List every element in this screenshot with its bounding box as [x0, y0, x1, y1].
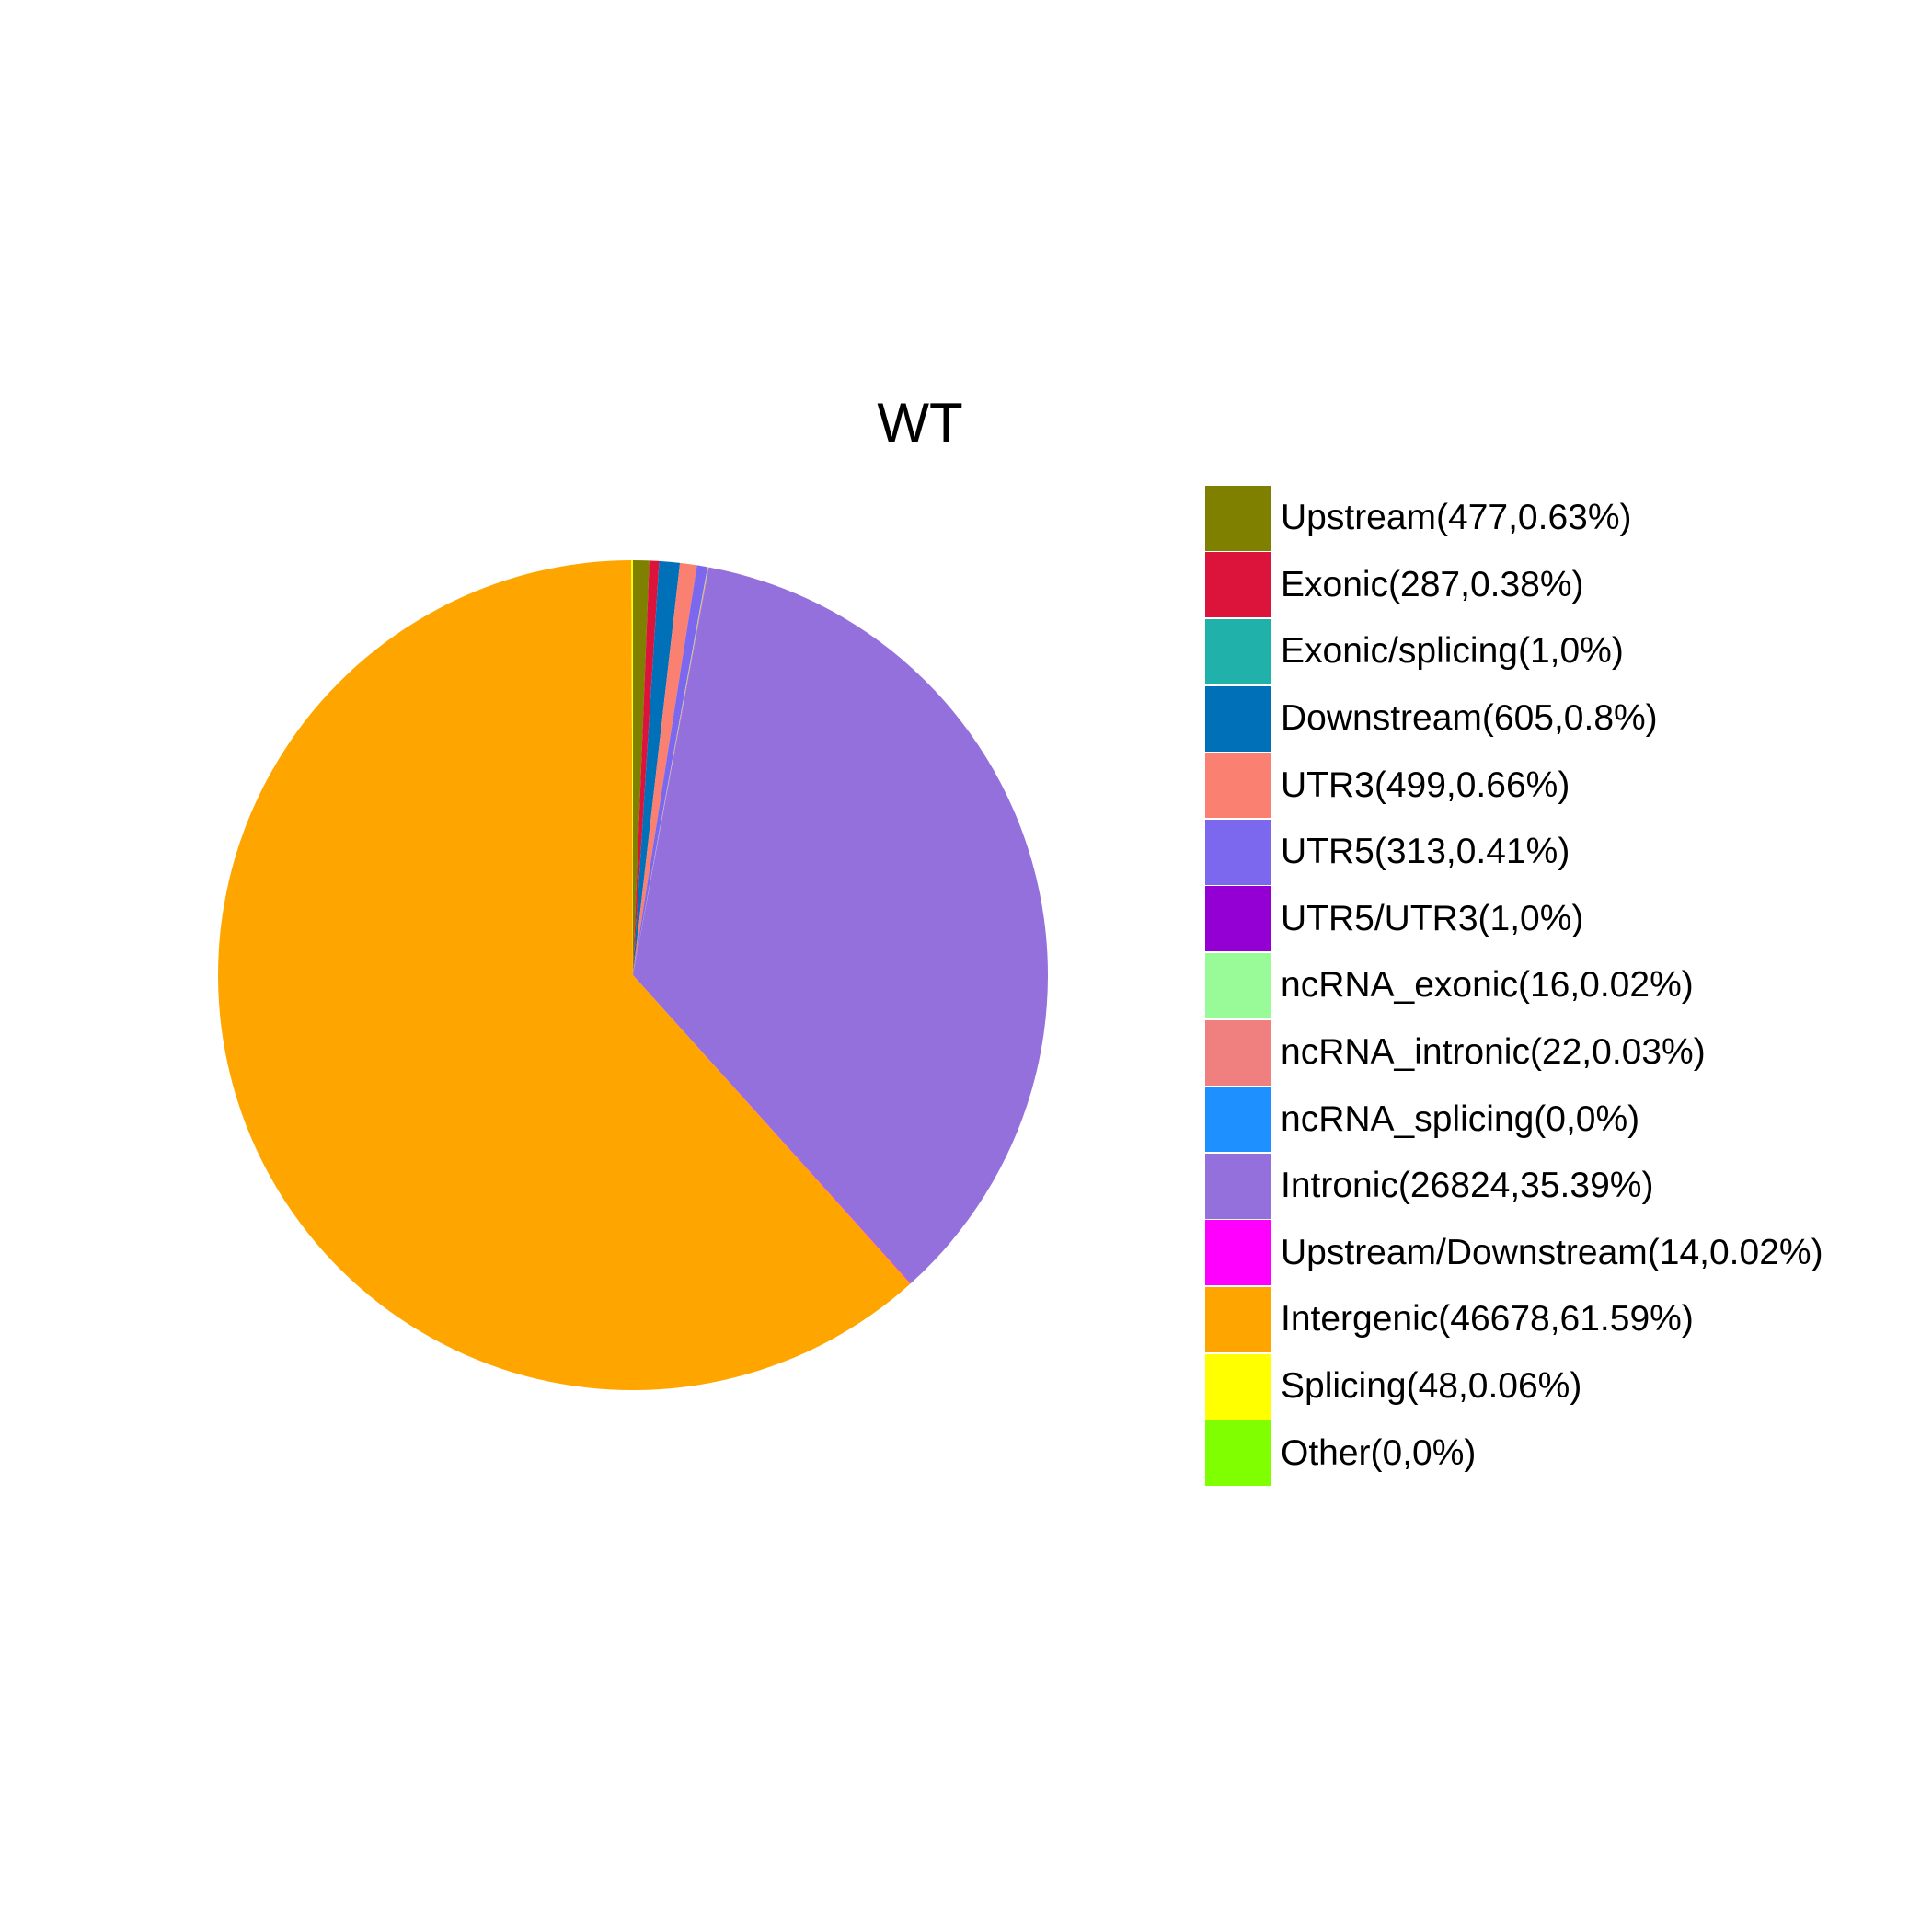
legend-label: Exonic(287,0.38%)	[1281, 564, 1584, 604]
legend-label: UTR5/UTR3(1,0%)	[1281, 898, 1584, 938]
legend-swatch	[1205, 753, 1271, 819]
legend-swatch	[1205, 485, 1271, 551]
chart-title: WT	[877, 392, 963, 454]
legend-swatch	[1205, 1420, 1271, 1487]
legend-item: Downstream(605,0.8%)	[1205, 685, 1823, 753]
pie-slice-exonic-splicing	[633, 560, 660, 975]
legend-item: ncRNA_exonic(16,0.02%)	[1205, 952, 1823, 1019]
legend-label: ncRNA_splicing(0,0%)	[1281, 1098, 1640, 1139]
legend-label: Intergenic(46678,61.59%)	[1281, 1299, 1694, 1340]
legend-label: UTR3(499,0.66%)	[1281, 765, 1570, 805]
legend-item: Intergenic(46678,61.59%)	[1205, 1286, 1823, 1353]
legend-swatch	[1205, 1019, 1271, 1086]
legend-item: UTR5(313,0.41%)	[1205, 819, 1823, 886]
legend-item: Upstream(477,0.63%)	[1205, 485, 1823, 552]
legend-swatch	[1205, 1353, 1271, 1420]
pie-slice-upstream-downstream	[633, 975, 911, 1284]
legend-swatch	[1205, 1153, 1271, 1219]
pie-slice-ncrna-intronic	[633, 567, 709, 975]
pie-slice-ncrna-exonic	[633, 567, 708, 975]
legend-swatch	[1205, 552, 1271, 618]
legend-item: Splicing(48,0.06%)	[1205, 1353, 1823, 1420]
legend-label: Splicing(48,0.06%)	[1281, 1366, 1582, 1407]
legend-swatch	[1205, 952, 1271, 1018]
legend-swatch	[1205, 886, 1271, 952]
legend-item: Exonic/splicing(1,0%)	[1205, 618, 1823, 685]
legend-item: UTR3(499,0.66%)	[1205, 752, 1823, 819]
pie-slice-intergenic	[217, 560, 911, 1390]
pie-slice-upstream	[633, 560, 650, 975]
pie-slice-utr5	[633, 565, 708, 975]
legend-label: ncRNA_exonic(16,0.02%)	[1281, 965, 1694, 1006]
legend-label: Upstream(477,0.63%)	[1281, 498, 1632, 538]
legend: Upstream(477,0.63%) Exonic(287,0.38%) Exon…	[1205, 485, 1823, 1487]
legend-swatch	[1205, 1220, 1271, 1286]
legend-item: ncRNA_splicing(0,0%)	[1205, 1086, 1823, 1153]
legend-label: Upstream/Downstream(14,0.02%)	[1281, 1232, 1823, 1272]
legend-item: Other(0,0%)	[1205, 1420, 1823, 1487]
legend-item: ncRNA_intronic(22,0.03%)	[1205, 1019, 1823, 1087]
legend-label: Intronic(26824,35.39%)	[1281, 1166, 1654, 1206]
legend-swatch	[1205, 685, 1271, 752]
legend-item: UTR5/UTR3(1,0%)	[1205, 886, 1823, 953]
pie-slice-downstream	[633, 560, 681, 975]
legend-item: Upstream/Downstream(14,0.02%)	[1205, 1220, 1823, 1287]
legend-swatch	[1205, 1087, 1271, 1153]
legend-swatch	[1205, 819, 1271, 885]
legend-label: Other(0,0%)	[1281, 1432, 1477, 1473]
legend-swatch	[1205, 618, 1271, 684]
legend-swatch	[1205, 1286, 1271, 1352]
pie-slice-intronic	[633, 567, 1049, 1284]
legend-item: Exonic(287,0.38%)	[1205, 552, 1823, 619]
pie-slice-exonic	[633, 560, 660, 975]
legend-label: ncRNA_intronic(22,0.03%)	[1281, 1032, 1706, 1073]
legend-label: UTR5(313,0.41%)	[1281, 832, 1570, 872]
legend-label: Downstream(605,0.8%)	[1281, 698, 1658, 739]
pie-slice-utr3	[633, 562, 697, 975]
pie-slice-splicing	[631, 560, 633, 975]
pie-slice-utr5-utr3	[633, 567, 708, 975]
legend-label: Exonic/splicing(1,0%)	[1281, 631, 1624, 672]
legend-item: Intronic(26824,35.39%)	[1205, 1153, 1823, 1220]
